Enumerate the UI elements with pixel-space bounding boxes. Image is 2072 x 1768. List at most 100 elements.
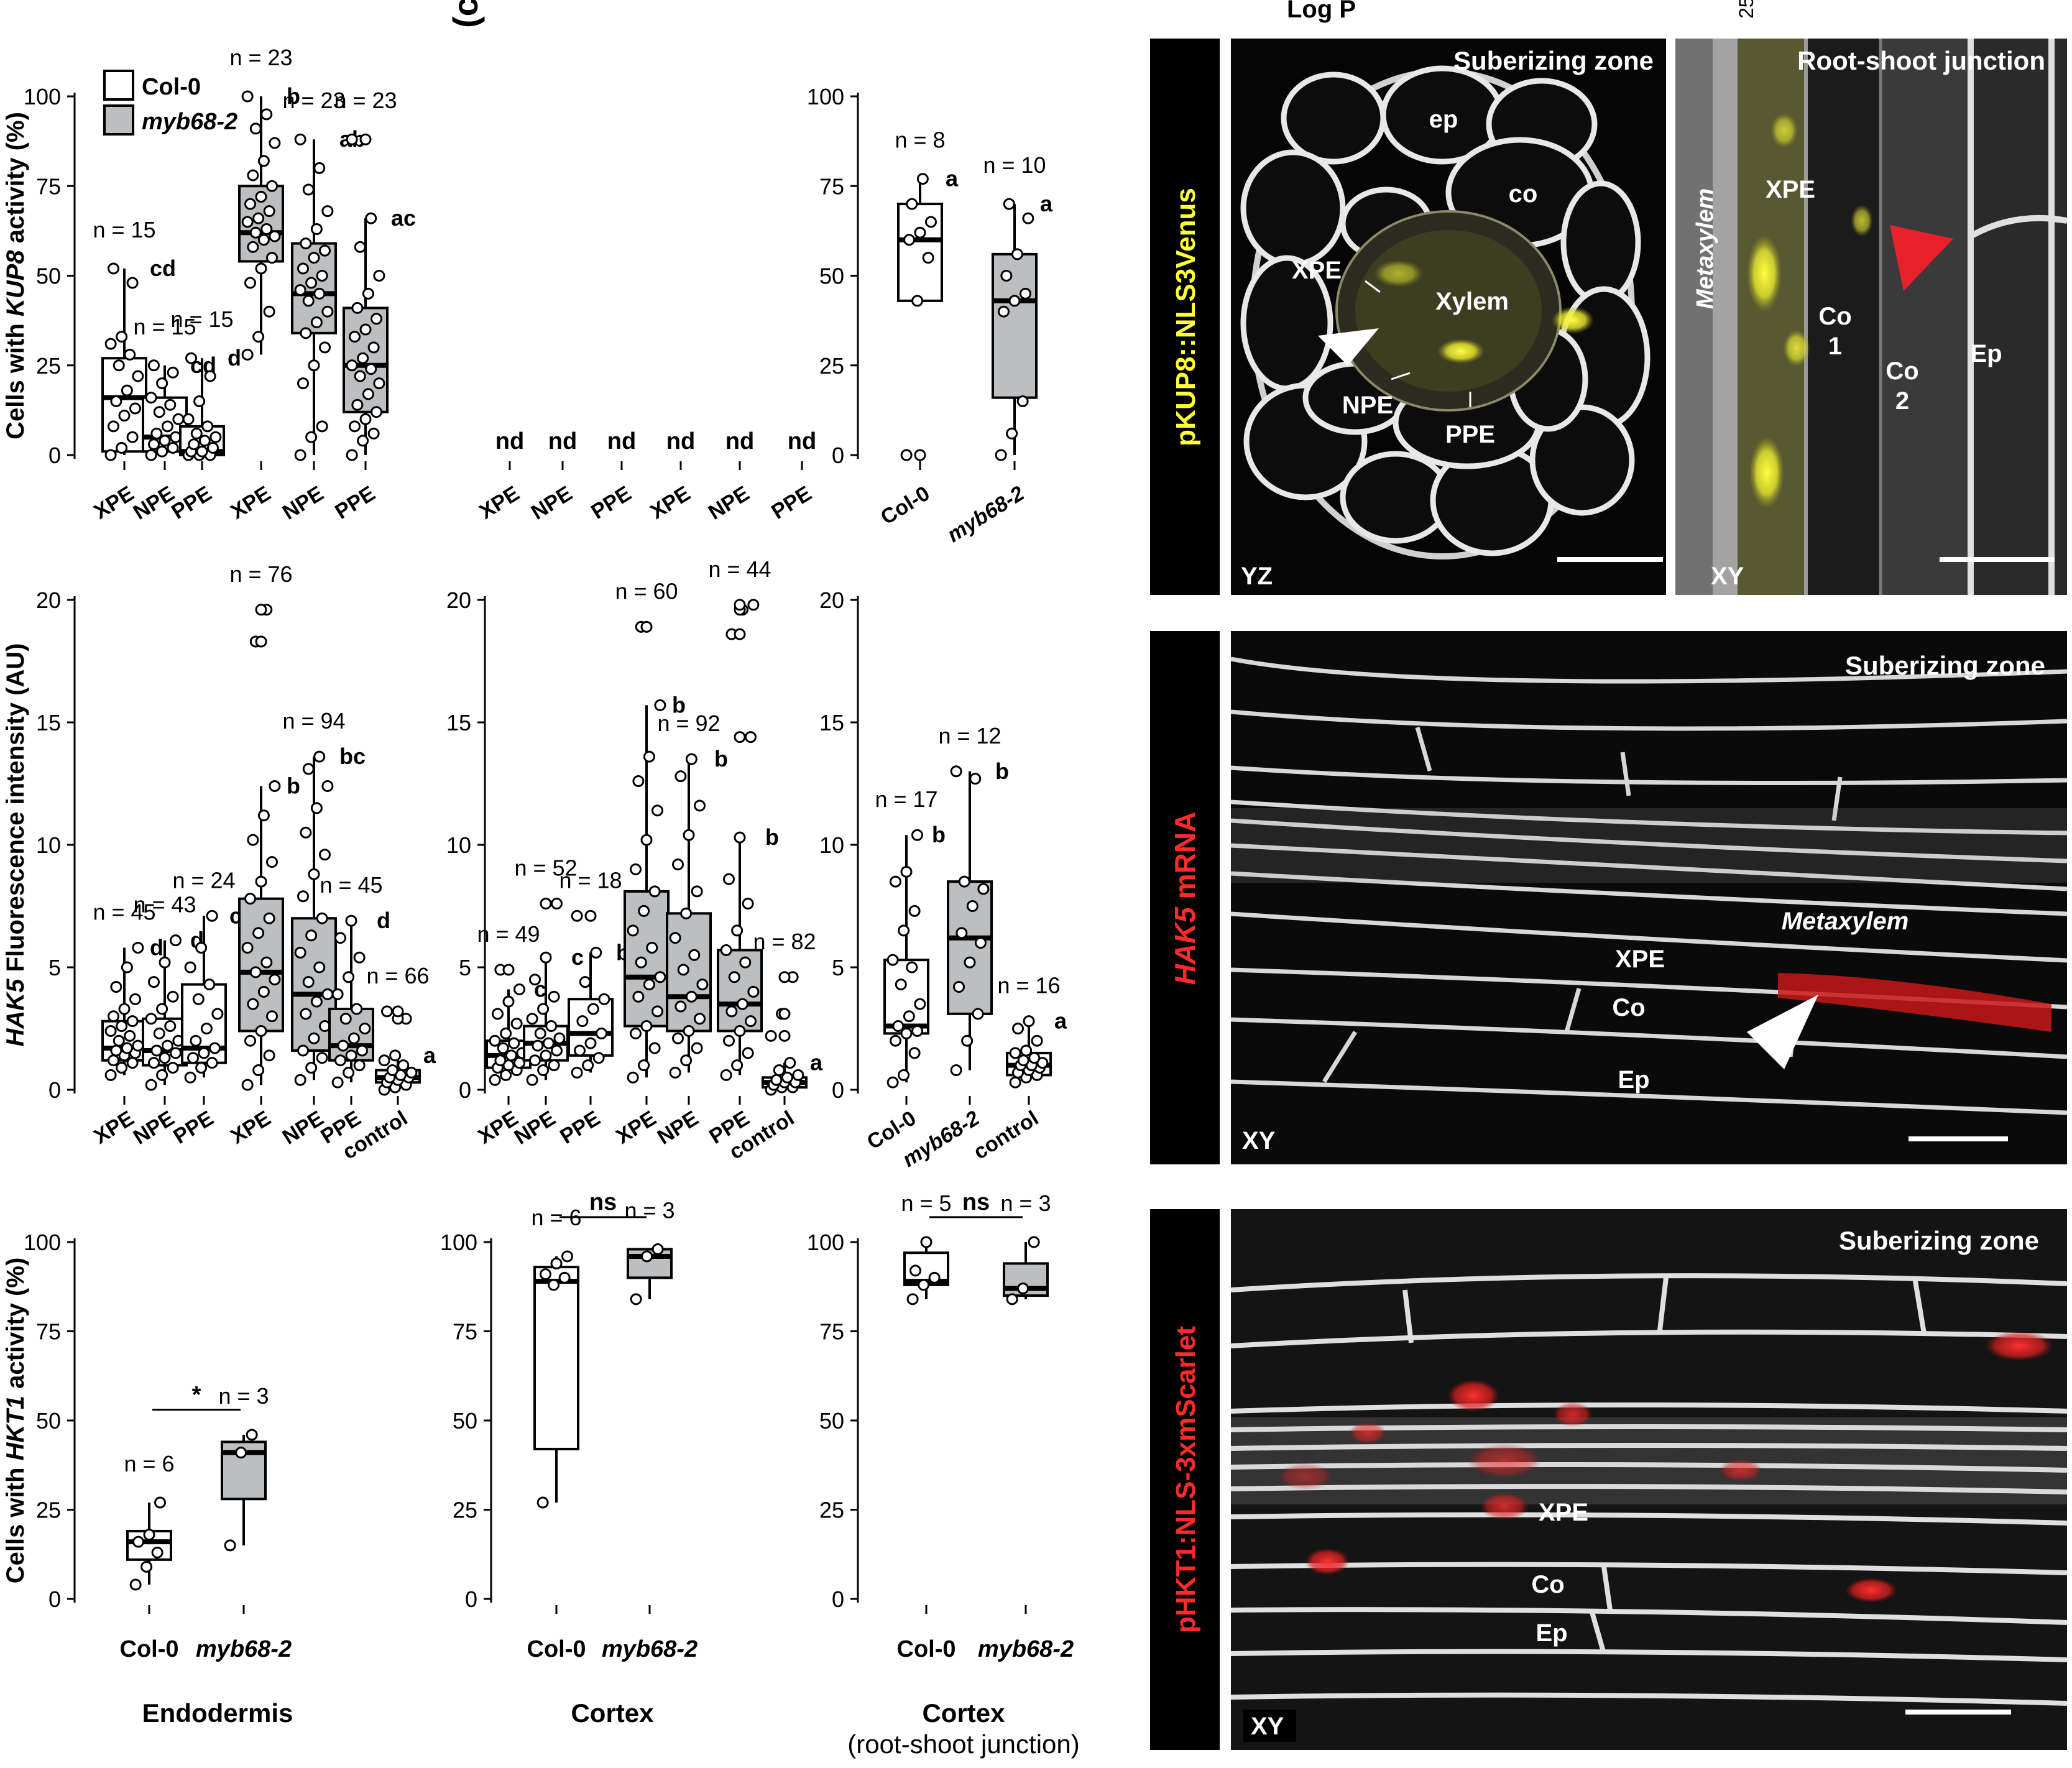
data-point bbox=[669, 1066, 681, 1079]
y-tick-label: 100 bbox=[24, 84, 61, 109]
hkt1-label-co: Co bbox=[1531, 1571, 1564, 1598]
data-point bbox=[252, 927, 265, 939]
data-point bbox=[193, 395, 206, 407]
x-category-label: NPE bbox=[510, 1107, 559, 1149]
n-label: n = 82 bbox=[753, 929, 816, 954]
y-tick-label: 10 bbox=[819, 832, 844, 858]
data-point bbox=[351, 398, 364, 411]
y-tick-label: 50 bbox=[819, 1408, 844, 1434]
data-point bbox=[156, 1003, 168, 1015]
data-point bbox=[551, 1044, 563, 1057]
data-point bbox=[765, 1029, 777, 1042]
data-point bbox=[903, 234, 915, 246]
data-point bbox=[1006, 1293, 1018, 1305]
data-point bbox=[510, 1018, 523, 1030]
kup8-cs-view: YZ bbox=[1241, 563, 1273, 590]
y-axis-title-part: Fluorescence intensity (AU) bbox=[2, 643, 29, 978]
hak5-label-ep: Ep bbox=[1618, 1066, 1649, 1093]
significance-letter: a bbox=[810, 1050, 823, 1075]
data-point bbox=[536, 1496, 549, 1509]
data-point bbox=[652, 1005, 663, 1018]
data-point bbox=[263, 912, 275, 924]
data-point bbox=[302, 295, 315, 307]
data-point bbox=[353, 951, 366, 964]
data-point bbox=[184, 961, 196, 974]
data-point bbox=[310, 995, 323, 1008]
x-category-label: Col-0 bbox=[897, 1636, 956, 1662]
data-point bbox=[121, 384, 133, 397]
data-point bbox=[513, 983, 525, 995]
data-point bbox=[148, 438, 160, 451]
y-tick-label: 15 bbox=[819, 710, 844, 735]
data-point bbox=[210, 431, 222, 443]
data-point bbox=[669, 932, 681, 944]
data-point bbox=[367, 341, 380, 354]
data-point bbox=[489, 1034, 501, 1047]
data-point bbox=[308, 868, 320, 880]
data-point bbox=[104, 449, 117, 461]
data-point bbox=[579, 976, 591, 988]
kup8-cs-label-co: co bbox=[1509, 180, 1538, 208]
data-point bbox=[1017, 1054, 1029, 1067]
n-label: n = 3 bbox=[1000, 1190, 1051, 1216]
data-point bbox=[129, 402, 141, 415]
data-point bbox=[548, 1059, 560, 1072]
data-point bbox=[266, 252, 278, 264]
y-tick-label: 75 bbox=[36, 173, 61, 199]
x-category-label: PPE bbox=[167, 482, 216, 524]
data-point bbox=[685, 990, 698, 1003]
data-point bbox=[260, 223, 273, 235]
data-point bbox=[255, 191, 267, 203]
nd-label: nd bbox=[495, 428, 524, 454]
n-label: n = 92 bbox=[657, 711, 720, 736]
data-point bbox=[294, 133, 306, 145]
outlier-point bbox=[914, 449, 926, 461]
y-tick-label: 50 bbox=[453, 1408, 477, 1434]
data-point bbox=[770, 1074, 783, 1086]
data-point bbox=[378, 1054, 390, 1067]
significance-letter: b bbox=[672, 692, 686, 717]
data-point bbox=[297, 377, 309, 390]
kup8-cs-label-xylem: Xylem bbox=[1435, 288, 1509, 315]
data-point bbox=[266, 180, 278, 192]
data-point bbox=[627, 1071, 639, 1084]
data-point bbox=[294, 284, 306, 297]
data-point bbox=[900, 449, 913, 461]
data-point bbox=[116, 441, 128, 454]
data-point bbox=[916, 173, 929, 185]
x-category-label: PPE bbox=[767, 482, 816, 524]
data-point bbox=[167, 990, 179, 1003]
n-label: n = 94 bbox=[282, 708, 345, 734]
data-point bbox=[526, 1074, 538, 1086]
data-point bbox=[587, 1003, 599, 1015]
data-point bbox=[343, 971, 355, 983]
n-label: n = 60 bbox=[615, 578, 678, 604]
data-point bbox=[648, 885, 661, 898]
y-tick-label: 0 bbox=[832, 1586, 844, 1612]
significance-bracket-label: ns bbox=[589, 1189, 617, 1215]
significance-letter: d bbox=[228, 345, 241, 371]
significance-bracket-label: ns bbox=[962, 1189, 990, 1215]
x-category-label: Col-0 bbox=[877, 482, 934, 530]
y-tick-label: 75 bbox=[819, 173, 844, 199]
data-point bbox=[950, 765, 962, 778]
data-point bbox=[351, 302, 364, 314]
data-point bbox=[321, 988, 334, 1000]
data-point bbox=[638, 1059, 650, 1072]
header-partial-letter: (c bbox=[446, 0, 485, 28]
data-point bbox=[1022, 212, 1034, 224]
box bbox=[533, 1266, 579, 1450]
data-point bbox=[365, 212, 377, 224]
data-point bbox=[294, 449, 306, 461]
data-point bbox=[108, 420, 119, 433]
data-point bbox=[911, 829, 923, 841]
data-point bbox=[357, 352, 369, 364]
data-point bbox=[252, 331, 265, 343]
data-point bbox=[294, 946, 306, 959]
data-point bbox=[308, 252, 320, 264]
y-tick-label: 0 bbox=[48, 1077, 61, 1103]
data-point bbox=[672, 859, 684, 871]
data-point bbox=[209, 1042, 221, 1054]
data-point bbox=[900, 1027, 913, 1039]
